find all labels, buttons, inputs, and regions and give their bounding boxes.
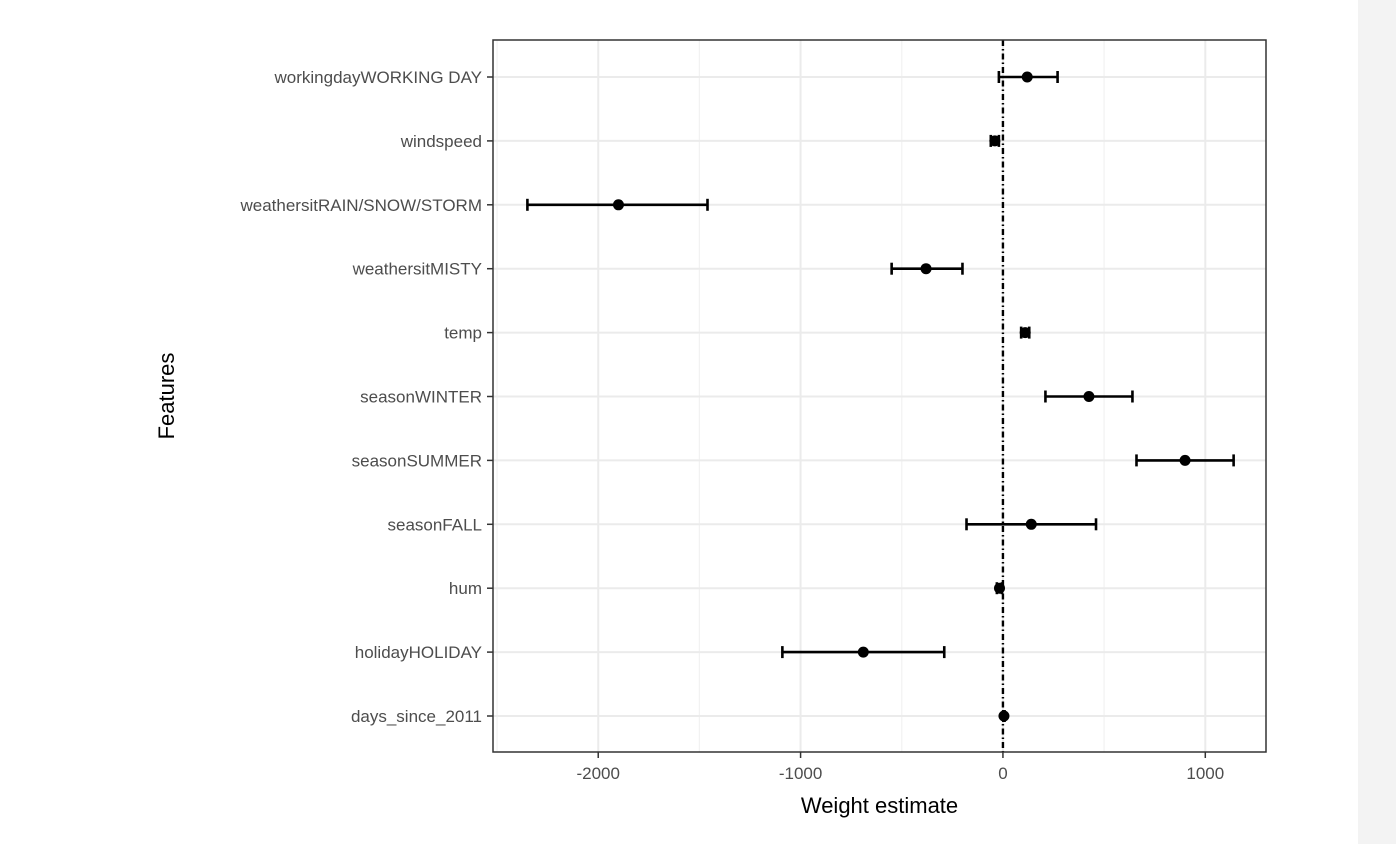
y-axis: workingdayWORKING DAY windspeed weathersit… (239, 68, 493, 726)
y-tick-label: weathersitRAIN/SNOW/STORM (239, 196, 482, 215)
y-tick-label: seasonFALL (387, 515, 482, 534)
scrollbar-track[interactable] (1358, 0, 1396, 844)
estimate-point (1019, 327, 1031, 339)
y-tick-label: days_since_2011 (351, 707, 482, 726)
y-tick-label: holidayHOLIDAY (355, 643, 482, 662)
estimate-point (998, 710, 1010, 722)
y-tick-label: seasonSUMMER (352, 451, 482, 470)
marks-layer (526, 71, 1235, 722)
y-tick-label: seasonWINTER (360, 388, 482, 407)
y-axis-title: Features (154, 353, 179, 440)
estimate-point (989, 135, 1001, 147)
x-tick-label: 1000 (1186, 764, 1224, 783)
y-tick-label: weathersitMISTY (352, 260, 482, 279)
x-tick-label: -1000 (779, 764, 822, 783)
estimate-point (1179, 454, 1191, 466)
estimate-point (1083, 391, 1095, 402)
estimate-point (1021, 71, 1033, 83)
y-tick-label: temp (444, 324, 482, 343)
coefficient-chart: workingdayWORKING DAY windspeed weathersit… (154, 39, 1267, 818)
x-tick-label: 0 (998, 764, 1007, 783)
y-tick-label: windspeed (400, 132, 482, 151)
x-axis-title: Weight estimate (801, 793, 958, 818)
y-tick-label: hum (449, 579, 482, 598)
x-tick-label: -2000 (576, 764, 619, 783)
grid-layer (493, 40, 1266, 752)
x-axis: -2000 -1000 0 1000 (576, 752, 1224, 783)
estimate-point (857, 646, 869, 658)
estimate-point (920, 263, 932, 275)
y-tick-label: workingdayWORKING DAY (273, 68, 482, 87)
estimate-point (612, 199, 624, 211)
estimate-point (1025, 518, 1037, 530)
estimate-point (993, 582, 1005, 594)
